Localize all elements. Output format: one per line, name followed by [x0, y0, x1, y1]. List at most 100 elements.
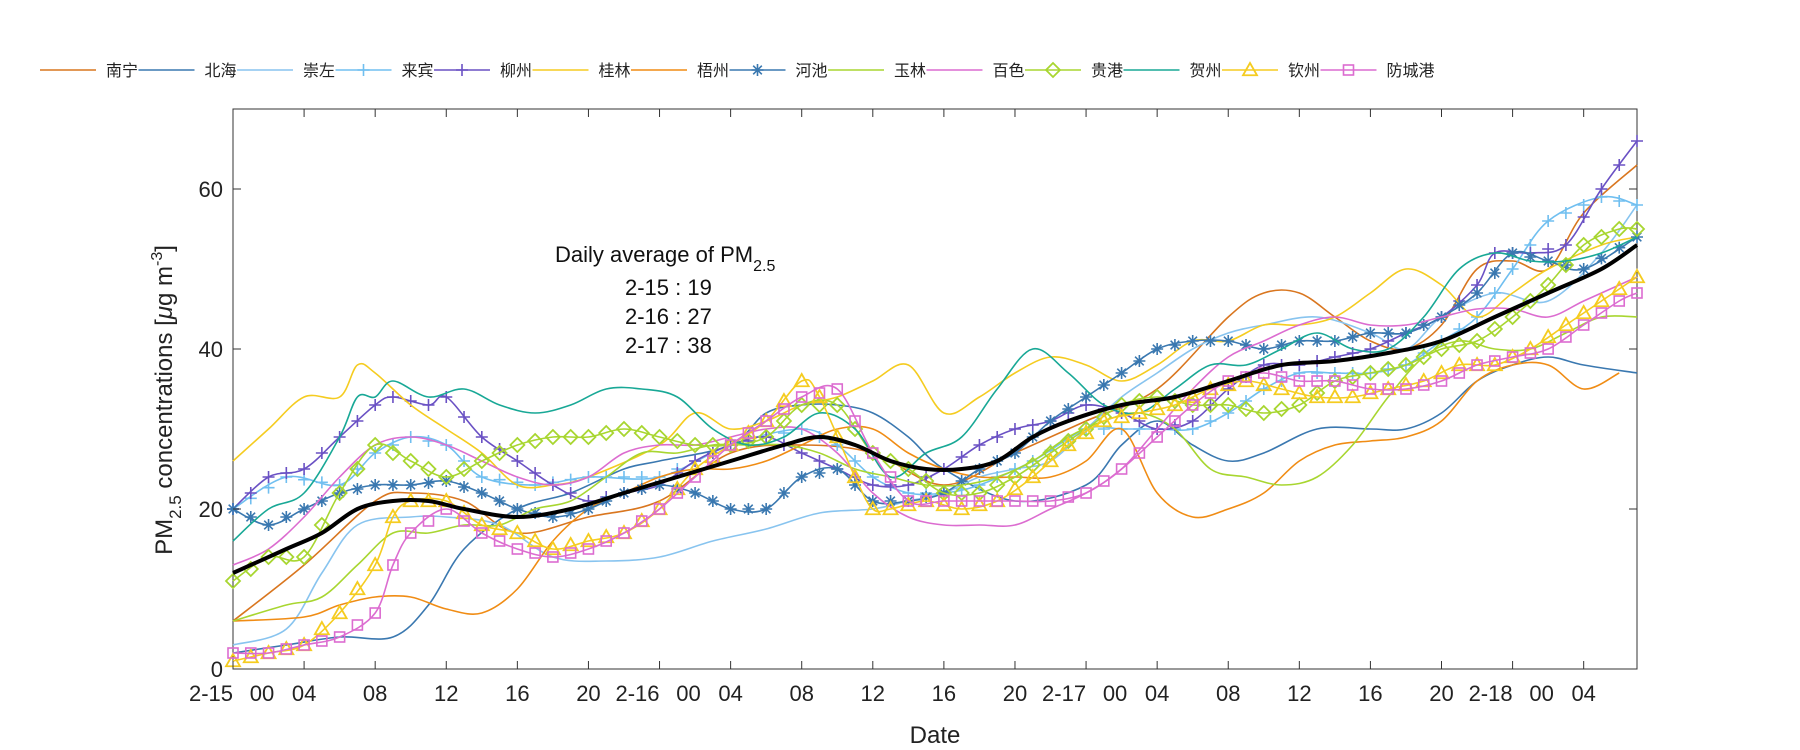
- data-point: [582, 503, 595, 515]
- data-point: [384, 444, 402, 462]
- data-point: [795, 391, 808, 403]
- data-point: [1486, 356, 1504, 372]
- data-point: [491, 444, 508, 462]
- data-point: [366, 556, 384, 572]
- data-point: [938, 495, 950, 507]
- data-point: [775, 412, 793, 430]
- data-point: [351, 619, 364, 631]
- data-point: [1382, 327, 1395, 339]
- axis-layer: 0 20 40 60 2-15 04 08 12 16 20 2-16 04 08 12 16 20 2-17 0…: [189, 109, 1637, 706]
- data-point: [1329, 375, 1341, 387]
- data-point: [1417, 319, 1430, 331]
- data-point: [369, 607, 381, 619]
- data-point: [1415, 348, 1433, 366]
- x-tick-label: 08: [363, 681, 387, 706]
- data-point: [564, 487, 577, 499]
- data-point: [529, 479, 542, 491]
- data-point: [617, 471, 630, 483]
- data-point: [866, 447, 879, 459]
- data-point: [1468, 332, 1486, 350]
- data-point: [1577, 211, 1590, 223]
- data-point: [653, 479, 666, 491]
- data-point: [1577, 263, 1590, 275]
- data-point: [1610, 220, 1628, 238]
- data-point: [384, 508, 402, 524]
- data-point: [1275, 339, 1288, 351]
- data-point: [1098, 475, 1110, 487]
- data-point: [402, 452, 419, 470]
- data-point: [1202, 396, 1219, 414]
- data-point: [1186, 335, 1199, 347]
- data-point: [991, 431, 1004, 443]
- data-point: [846, 468, 864, 484]
- data-point: [1060, 432, 1077, 450]
- data-point: [315, 476, 328, 489]
- data-point: [1095, 412, 1113, 428]
- data-point: [1237, 372, 1255, 388]
- data-point: [369, 479, 382, 491]
- x-tick-label: 16: [1358, 681, 1382, 706]
- data-point: [1631, 135, 1643, 147]
- data-point: [1219, 396, 1237, 414]
- data-point: [242, 648, 260, 664]
- data-point: [357, 64, 370, 76]
- data-point: [1397, 356, 1415, 374]
- data-point: [333, 631, 346, 643]
- x-tick-label: 2-16: [616, 681, 660, 706]
- data-point: [651, 428, 668, 446]
- data-point: [635, 471, 648, 483]
- data-point: [1346, 331, 1359, 343]
- data-point: [546, 511, 559, 523]
- data-point: [1237, 400, 1255, 418]
- data-point: [1311, 335, 1324, 347]
- data-point: [1168, 339, 1181, 351]
- data-point: [953, 484, 970, 502]
- series-百色: [232, 276, 1638, 566]
- data-point: [973, 495, 986, 507]
- legend-item: 防城港: [1320, 62, 1435, 80]
- data-point: [1453, 367, 1466, 379]
- legend-item: 崇左: [237, 62, 335, 80]
- data-point: [751, 64, 764, 76]
- data-point: [1290, 384, 1308, 400]
- data-point: [1344, 368, 1361, 386]
- data-point: [724, 503, 737, 515]
- y-tick-label: 0: [211, 657, 223, 682]
- data-point: [810, 388, 829, 404]
- data-point: [1204, 415, 1217, 427]
- data-point: [526, 432, 544, 450]
- data-point: [1610, 280, 1628, 296]
- data-point: [1115, 367, 1128, 379]
- data-point: [1222, 335, 1235, 347]
- data-point: [1628, 220, 1646, 238]
- data-point: [1184, 388, 1202, 404]
- data-point: [1008, 423, 1021, 435]
- data-point: [351, 415, 364, 427]
- data-point: [1257, 343, 1270, 355]
- data-point: [458, 515, 470, 527]
- data-point: [562, 536, 580, 552]
- data-point: [793, 372, 811, 388]
- data-point: [1044, 61, 1062, 79]
- legend-label: 河池: [796, 62, 828, 80]
- data-point: [564, 507, 577, 519]
- data-point: [1450, 356, 1468, 372]
- data-point: [653, 503, 666, 515]
- data-point: [1311, 367, 1324, 379]
- data-point: [280, 643, 293, 655]
- series-防城港: [227, 287, 1643, 659]
- data-point: [955, 451, 968, 463]
- data-point: [902, 495, 915, 507]
- data-point: [1379, 360, 1397, 378]
- data-point: [547, 551, 559, 563]
- x-tick-label: 2-18: [1469, 681, 1513, 706]
- legend-label: 玉林: [894, 62, 926, 80]
- data-point: [315, 495, 328, 507]
- data-point: [1451, 336, 1468, 354]
- data-point: [813, 387, 826, 399]
- data-point: [420, 460, 437, 478]
- data-point: [955, 495, 968, 507]
- data-point: [1062, 491, 1075, 503]
- legend-label: 南宁: [106, 62, 138, 80]
